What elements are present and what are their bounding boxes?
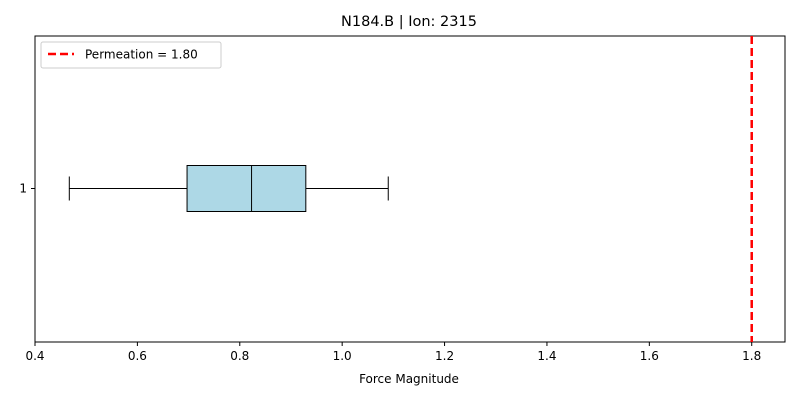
chart-title: N184.B | Ion: 2315 [341,14,477,30]
x-tick-label: 1.0 [333,349,352,363]
x-tick-label: 1.4 [537,349,556,363]
x-tick-label: 0.6 [128,349,147,363]
boxplot [68,165,389,212]
x-tick-label: 0.8 [230,349,249,363]
y-axis: 1 [19,182,35,196]
y-tick-label: 1 [19,182,27,196]
x-tick-label: 0.4 [25,349,44,363]
x-tick-label: 1.6 [640,349,659,363]
legend-label: Permeation = 1.80 [85,48,198,62]
x-tick-label: 1.2 [435,349,454,363]
x-tick-label: 1.8 [742,349,761,363]
x-axis: 0.4 0.6 0.8 1.0 1.2 1.4 1.6 1.8 [25,342,761,363]
interquartile-box [186,165,307,212]
x-axis-label: Force Magnitude [359,372,459,386]
legend-box [40,41,222,69]
legend: Permeation = 1.80 [40,41,222,69]
